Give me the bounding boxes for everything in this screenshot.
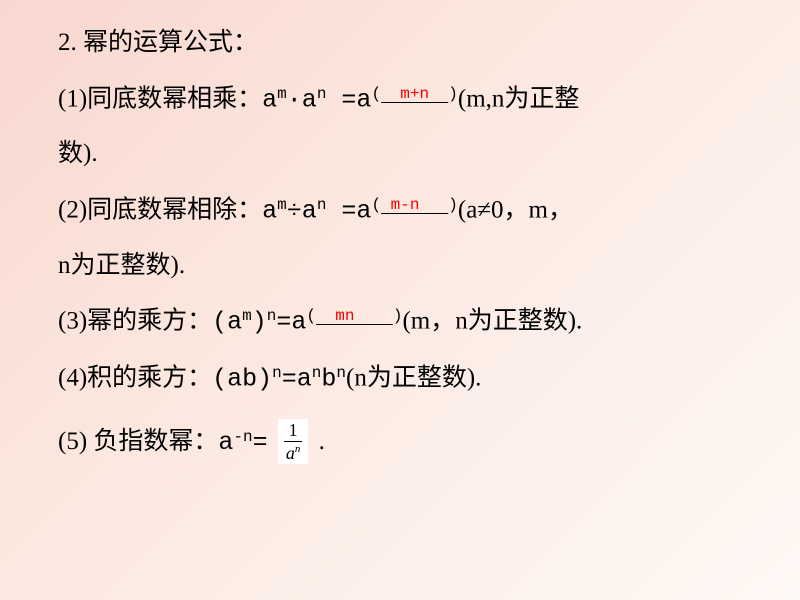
item-1-prefix: (1)同底数幂相乘： bbox=[58, 85, 262, 112]
item-3-eq: =a bbox=[276, 307, 306, 336]
answer-2: m-n bbox=[391, 196, 420, 214]
item-2-eq: =a bbox=[326, 196, 371, 225]
item-1-exp2: n bbox=[317, 85, 327, 103]
item-1-blank: (..m+n..) bbox=[371, 85, 457, 103]
item-4-prefix: (4)积的乘方： bbox=[58, 364, 212, 391]
item-2-line-2: n为正整数). bbox=[58, 253, 750, 278]
fraction-denominator: an bbox=[284, 442, 303, 462]
item-5-prefix: (5) 负指数幂： bbox=[58, 428, 218, 455]
item-1-line-2: 数). bbox=[58, 141, 750, 166]
item-4-exp3: n bbox=[336, 364, 346, 382]
heading-line: 2. 幂的运算公式： bbox=[58, 30, 750, 55]
item-2-blank: (.m-n...) bbox=[371, 196, 457, 214]
item-1-exp1: m bbox=[277, 85, 287, 103]
item-3-line: (3)幂的乘方：(am)n=a(..mn....)(m，n为正整数). bbox=[58, 307, 750, 334]
item-5-exp: -n bbox=[233, 428, 252, 446]
item-1-base1: a bbox=[262, 85, 277, 114]
answer-1: m+n bbox=[400, 85, 429, 103]
item-5-eq: = bbox=[253, 428, 268, 457]
item-3-exp2: n bbox=[267, 307, 277, 325]
item-2-line-1: (2)同底数幂相除：am÷an =a(.m-n...)(a≠0，m， bbox=[58, 196, 750, 223]
item-1-base2: a bbox=[302, 85, 317, 114]
item-4-b3: b bbox=[321, 364, 336, 393]
item-4-line: (4)积的乘方：(ab)n=anbn(n为正整数). bbox=[58, 364, 750, 391]
item-3-blank: (..mn....) bbox=[306, 307, 402, 325]
item-2-exp1: m bbox=[277, 196, 287, 214]
item-2-base2: a bbox=[302, 196, 317, 225]
item-5-base: a bbox=[218, 428, 233, 457]
item-2-tail1: (a≠0，m， bbox=[458, 196, 573, 223]
item-4-formula: (ab) bbox=[212, 364, 272, 393]
slide-container: 2. 幂的运算公式： (1)同底数幂相乘：am·an =a(..m+n..)(m… bbox=[0, 0, 800, 600]
item-2-op: ÷ bbox=[287, 196, 302, 225]
item-3-exp1: m bbox=[242, 307, 252, 325]
item-1-line-1: (1)同底数幂相乘：am·an =a(..m+n..)(m,n为正整 bbox=[58, 85, 750, 112]
fraction-numerator: 1 bbox=[284, 421, 303, 442]
item-5-line: (5) 负指数幂：a-n= 1 an . bbox=[58, 421, 750, 466]
item-2-prefix: (2)同底数幂相除： bbox=[58, 196, 262, 223]
item-2-base1: a bbox=[262, 196, 277, 225]
item-4-eq: =a bbox=[282, 364, 312, 393]
item-4-tail: (n为正整数). bbox=[346, 364, 481, 391]
item-3-prefix: (3)幂的乘方： bbox=[58, 307, 212, 334]
frac-den-base: a bbox=[286, 443, 295, 463]
frac-den-exp: n bbox=[295, 443, 301, 455]
item-1-op: · bbox=[287, 85, 302, 114]
answer-3: mn bbox=[335, 307, 354, 325]
item-1-tail1: (m,n为正整 bbox=[458, 85, 580, 112]
item-3-po: (a bbox=[212, 307, 242, 336]
item-3-pc: ) bbox=[252, 307, 267, 336]
item-5-tail: . bbox=[312, 428, 325, 455]
item-2-exp2: n bbox=[317, 196, 327, 214]
item-3-tail: (m，n为正整数). bbox=[402, 307, 582, 334]
item-4-exp1: n bbox=[272, 364, 282, 382]
fraction: 1 an bbox=[278, 419, 309, 464]
item-4-exp2: n bbox=[312, 364, 322, 382]
item-1-eq: =a bbox=[326, 85, 371, 114]
